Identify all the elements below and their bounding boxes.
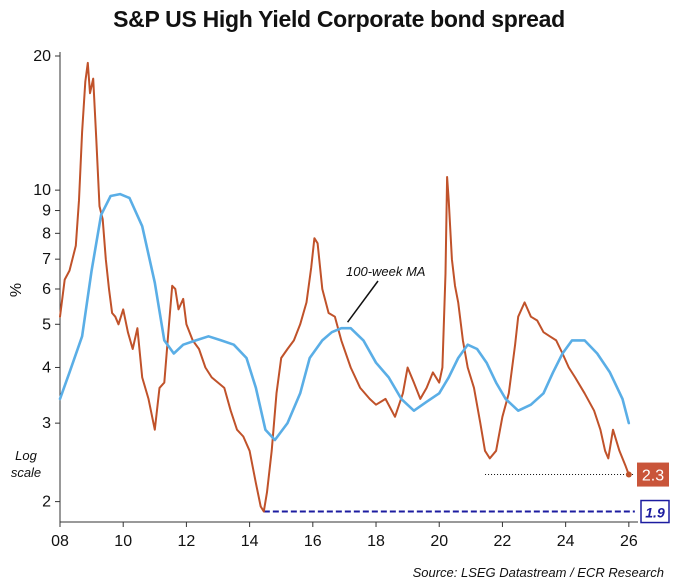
y-tick-label: 4 bbox=[42, 359, 51, 376]
x-tick-label: 10 bbox=[114, 533, 132, 550]
y-tick-label: 8 bbox=[42, 225, 51, 242]
x-tick-label: 26 bbox=[620, 533, 638, 550]
source-note: Source: LSEG Datastream / ECR Research bbox=[412, 565, 664, 580]
y-tick-label: 20 bbox=[33, 48, 51, 65]
low-value-badge bbox=[640, 499, 670, 524]
chart-axes bbox=[55, 52, 638, 527]
log-scale-note: Log bbox=[15, 448, 37, 463]
x-tick-label: 20 bbox=[430, 533, 448, 550]
x-tick-label: 22 bbox=[494, 533, 512, 550]
y-tick-label: 9 bbox=[42, 203, 51, 220]
x-tick-label: 12 bbox=[178, 533, 196, 550]
x-tick-label: 14 bbox=[241, 533, 259, 550]
moving-average-line bbox=[58, 192, 631, 442]
y-tick-label: 5 bbox=[42, 316, 51, 333]
log-scale-note: scale bbox=[11, 465, 41, 480]
x-tick-label: 18 bbox=[367, 533, 385, 550]
x-tick-label: 08 bbox=[51, 533, 69, 550]
spread-series-line bbox=[59, 61, 630, 513]
y-axis-label: % bbox=[8, 283, 25, 297]
y-tick-label: 6 bbox=[42, 281, 51, 298]
y-tick-label: 3 bbox=[42, 415, 51, 432]
y-tick-label: 2 bbox=[42, 494, 51, 511]
reference-lines bbox=[263, 474, 635, 513]
current-value-badge bbox=[637, 462, 669, 487]
chart-title: S&P US High Yield Corporate bond spread bbox=[113, 6, 565, 32]
last-point-marker bbox=[625, 471, 632, 478]
x-tick-label: 16 bbox=[304, 533, 322, 550]
low-value-text: 1.9 bbox=[645, 505, 665, 521]
y-tick-label: 10 bbox=[33, 182, 51, 199]
ma-annotation-label: 100-week MA bbox=[346, 264, 425, 279]
y-tick-label: 7 bbox=[42, 251, 51, 268]
current-value-text: 2.3 bbox=[642, 468, 664, 485]
ma-leader-line bbox=[346, 280, 379, 323]
x-tick-label: 24 bbox=[557, 533, 575, 550]
chart-labels: 2 3 4 5 6 7 8 9 10 20 08 10 12 14 16 18 20 22 24 26% Log scal… bbox=[8, 48, 670, 550]
series-layer bbox=[58, 61, 632, 513]
